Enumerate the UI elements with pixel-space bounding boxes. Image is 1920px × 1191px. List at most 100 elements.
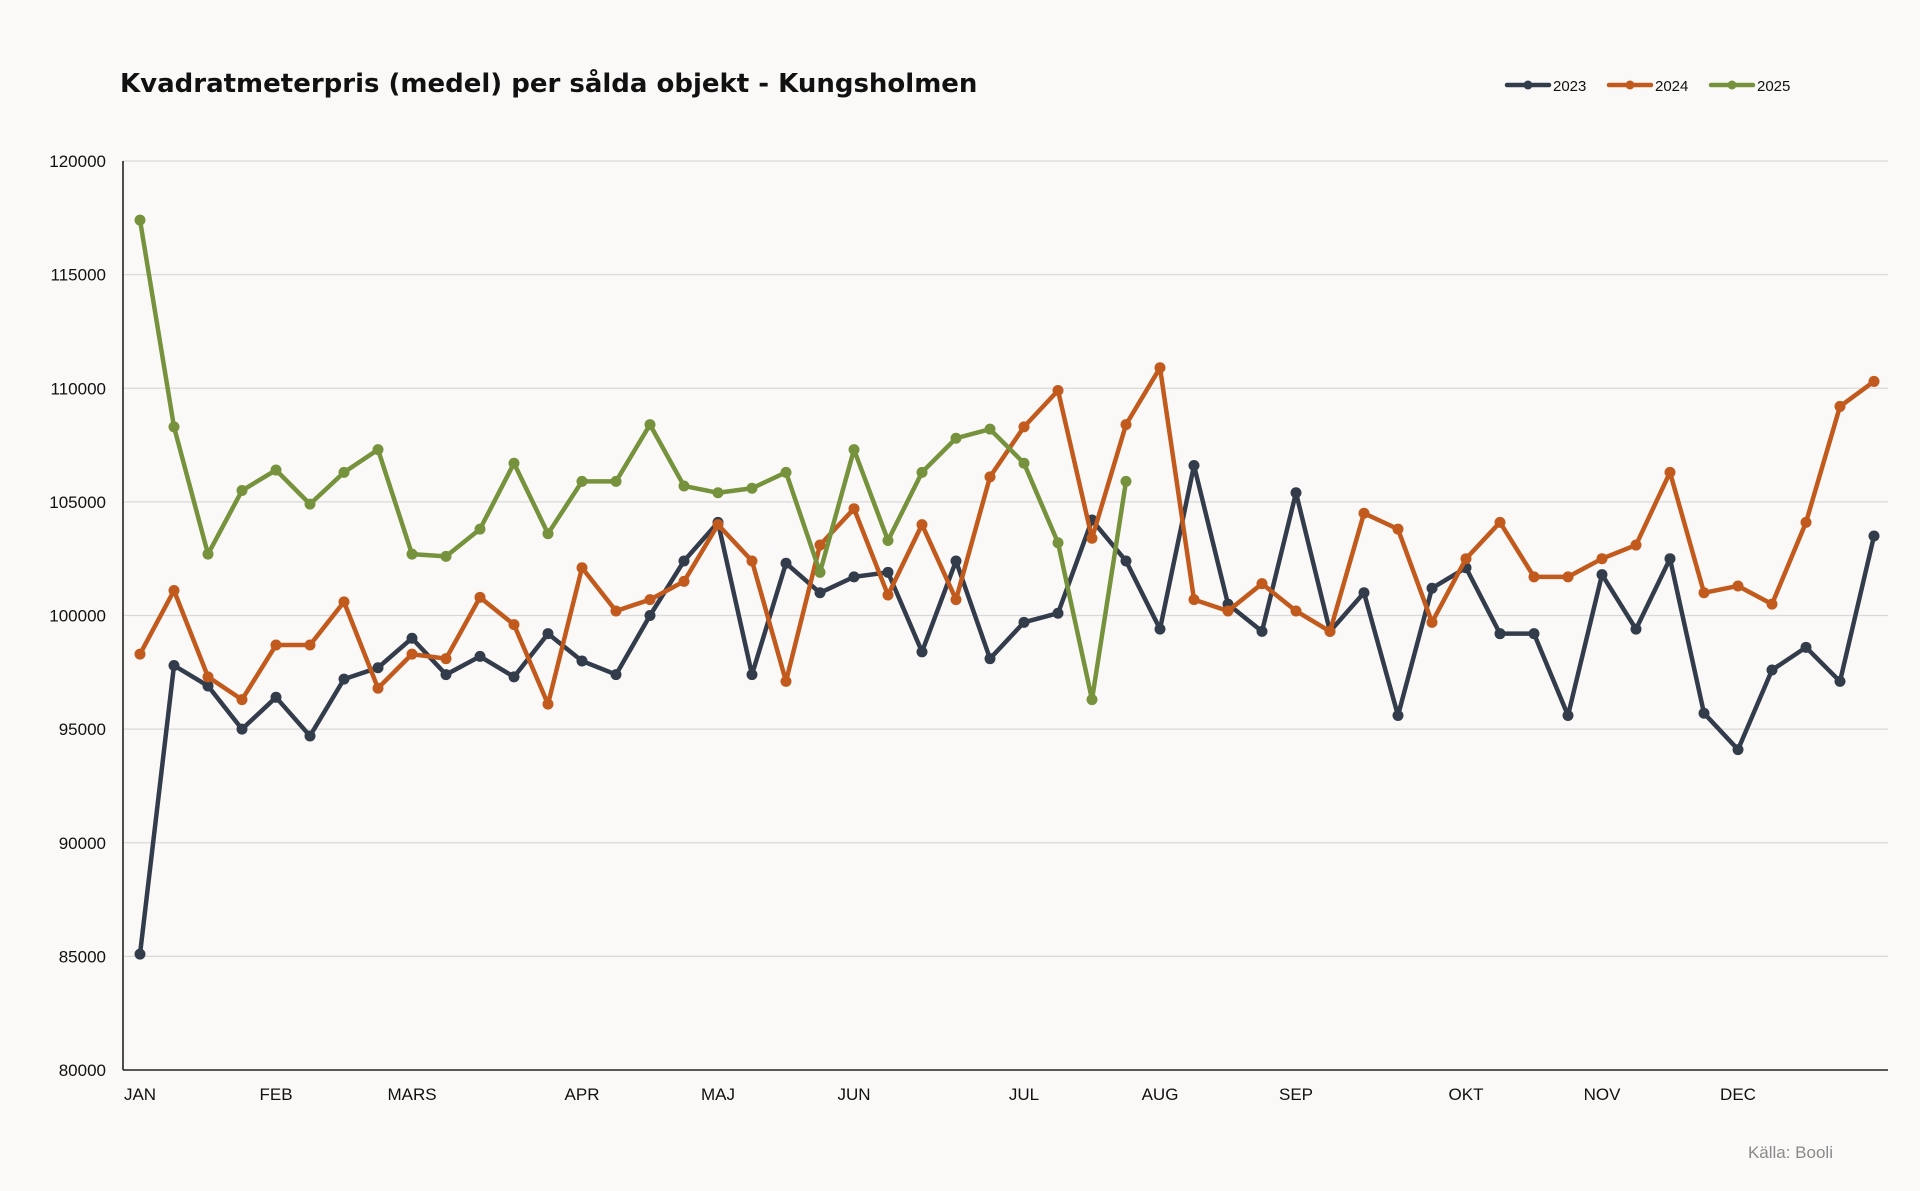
data-point (270, 464, 282, 476)
data-point (236, 723, 248, 735)
data-point (338, 596, 350, 608)
x-tick-label: NOV (1584, 1085, 1622, 1104)
data-point (882, 566, 894, 578)
series-line-2024 (137, 365, 1877, 707)
data-point (780, 466, 792, 478)
data-point (508, 457, 520, 469)
data-point (202, 671, 214, 683)
x-tick-label: MARS (387, 1085, 436, 1104)
data-point (168, 659, 180, 671)
legend-marker (1625, 80, 1635, 90)
data-point (1290, 605, 1302, 617)
y-tick-label: 100000 (49, 607, 106, 626)
data-point (1120, 555, 1132, 567)
data-point (542, 628, 554, 640)
data-point (1596, 553, 1608, 565)
data-point (1086, 694, 1098, 706)
data-point (610, 669, 622, 681)
y-axis-ticks: 80000 85000 90000 95000 100000 105000 110000 11… (49, 152, 106, 1080)
x-axis-ticks: JAN FEB MARS APR MAJ JUN JUL AUG SEP OKT NOV DEC (124, 1085, 1756, 1104)
data-point (1018, 421, 1030, 433)
data-point (168, 585, 180, 597)
data-point (1664, 553, 1676, 565)
data-point (1392, 709, 1404, 721)
data-point (1460, 553, 1472, 565)
data-point (1630, 539, 1642, 551)
data-point (134, 214, 146, 226)
data-point (1256, 578, 1268, 590)
data-point (440, 653, 452, 665)
legend-item-2025: 2025 (1708, 78, 1790, 95)
data-point (372, 444, 384, 456)
data-point (848, 571, 860, 583)
data-point (236, 694, 248, 706)
series-line-2023 (137, 463, 1877, 957)
data-point (1732, 580, 1744, 592)
data-point (474, 650, 486, 662)
x-tick-label: FEB (259, 1085, 292, 1104)
data-point (1834, 400, 1846, 412)
x-tick-label: JUL (1009, 1085, 1039, 1104)
data-point (304, 730, 316, 742)
data-point (814, 539, 826, 551)
data-point (202, 680, 214, 692)
y-tick-label: 115000 (51, 266, 106, 285)
data-point (1358, 507, 1370, 519)
series-2023 (134, 460, 1880, 960)
x-tick-label: DEC (1720, 1085, 1756, 1104)
data-point (1290, 487, 1302, 499)
data-point (644, 419, 656, 431)
data-point (542, 528, 554, 540)
series-2025 (134, 214, 1132, 706)
data-point (576, 562, 588, 574)
data-point (916, 646, 928, 658)
data-point (1358, 587, 1370, 599)
data-point (1426, 616, 1438, 628)
data-point (1052, 607, 1064, 619)
chart-title: Kvadratmeterpris (medel) per sålda objek… (120, 67, 977, 99)
data-point (1766, 664, 1778, 676)
data-point (1052, 385, 1064, 397)
data-point (1392, 523, 1404, 535)
data-point (882, 535, 894, 547)
data-point (950, 594, 962, 606)
y-tick-label: 105000 (49, 493, 106, 512)
data-point (1154, 362, 1166, 374)
data-point (1256, 625, 1268, 637)
y-tick-label: 90000 (59, 834, 106, 853)
data-point (1868, 530, 1880, 542)
data-point (1800, 516, 1812, 528)
data-point (406, 548, 418, 560)
data-point (440, 669, 452, 681)
series-line-2025 (137, 217, 1129, 702)
data-point (576, 655, 588, 667)
data-point (1528, 571, 1540, 583)
data-point (746, 669, 758, 681)
data-point (474, 591, 486, 603)
data-point (372, 682, 384, 694)
x-tick-label: MAJ (701, 1085, 735, 1104)
data-point (610, 605, 622, 617)
data-point (1188, 594, 1200, 606)
data-point (1834, 675, 1846, 687)
data-point (406, 648, 418, 660)
data-point (644, 610, 656, 621)
data-point (1018, 457, 1030, 469)
data-point (1596, 569, 1608, 581)
data-point (1154, 623, 1166, 635)
data-point (848, 444, 860, 456)
legend-label: 2024 (1655, 78, 1688, 95)
data-point (984, 423, 996, 435)
data-point (678, 575, 690, 587)
y-tick-label: 120000 (49, 152, 106, 171)
data-point (338, 466, 350, 478)
data-point (1664, 466, 1676, 478)
data-point (1732, 744, 1744, 756)
data-point (678, 480, 690, 492)
data-point (1188, 460, 1200, 472)
data-point (644, 594, 656, 606)
data-point (338, 673, 350, 685)
source-note: Källa: Booli (1748, 1143, 1833, 1162)
y-tick-label: 80000 (59, 1061, 106, 1080)
